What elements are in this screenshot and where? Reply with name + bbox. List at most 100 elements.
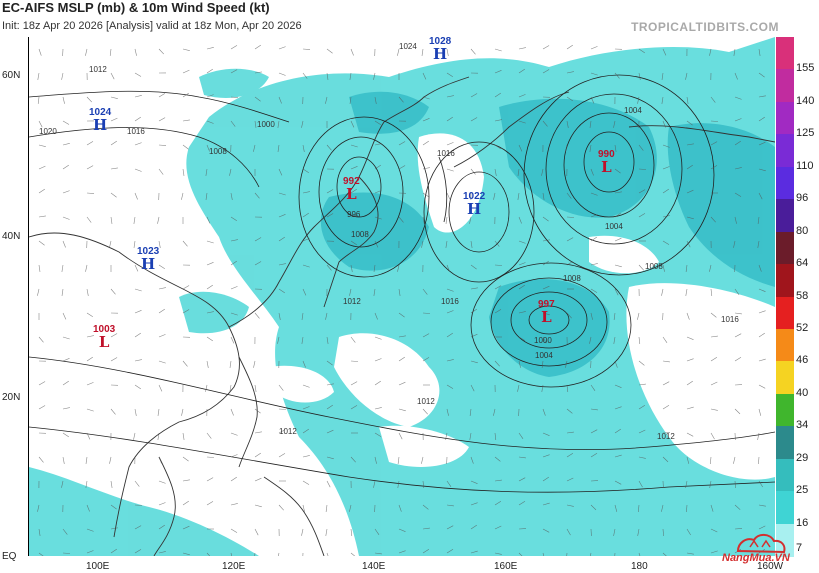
wind-barb [133,216,136,224]
colorbar-segment [776,101,794,135]
wind-barb [109,48,112,56]
wind-barb [734,140,741,146]
wind-barb [254,71,262,74]
wind-barb [158,384,163,392]
wind-barb [470,456,474,464]
isobar-label: 1012 [417,397,435,406]
wind-barb [374,96,377,104]
wind-barb [182,92,189,98]
wind-barb [278,263,286,266]
wind-barb [494,432,497,441]
wind-barb [86,408,94,412]
wind-barb [494,119,502,122]
wind-barb [638,404,646,410]
wind-barb [182,48,190,51]
wind-barb [230,503,238,506]
wind-barb [710,550,718,554]
wind-barb [326,383,334,386]
wind-barb [685,288,688,296]
wind-barb [446,142,454,146]
wind-barb [86,312,93,318]
wind-barb [614,480,622,485]
wind-barb [62,120,70,125]
wind-barb [566,452,574,458]
wind-barb [230,216,237,222]
wind-barb [325,528,328,536]
isobar-label: 1012 [89,65,107,74]
wind-barb [62,336,70,340]
wind-barb [494,456,501,462]
wind-barb [445,216,448,224]
wind-barb [614,212,621,218]
init-valid-line: Init: 18z Apr 20 2026 [Analysis] valid a… [2,20,302,32]
low-pressure-997: 997 L [538,299,555,326]
wind-barb [614,504,618,512]
wind-barb [566,96,573,102]
wind-barb [206,311,214,314]
wind-barb [38,120,43,128]
lon-label-180: 180 [631,561,648,572]
wind-barb [445,432,448,440]
wind-barb [206,552,211,556]
wind-barb [254,431,262,434]
wind-barb [182,144,189,150]
wind-barb [230,260,237,266]
wind-barb [110,117,118,122]
wind-barb [373,72,376,80]
wind-barb [470,524,477,530]
wind-barb [494,525,502,530]
wind-barb [326,336,329,344]
wind-barb [302,384,310,388]
wind-barb [62,240,66,248]
wind-barb [421,48,424,56]
wind-barb [542,285,550,290]
wind-barb [565,144,568,152]
wind-barb [518,47,526,50]
wind-barb [158,334,166,338]
wind-barb [374,216,382,220]
wind-barb [470,240,473,248]
wind-barb [758,456,760,465]
wind-barb [134,359,142,362]
wind-barb [110,408,116,415]
wind-barb [541,384,544,392]
wind-barb [446,310,454,314]
wind-barb [758,525,766,530]
wind-barb [686,312,690,320]
colorbar-label: 58 [796,289,809,302]
wind-barb [734,480,736,489]
wind-barb [110,192,117,198]
wind-barb [758,141,766,146]
wind-barb [37,72,40,80]
wind-barb [302,168,309,174]
low-pressure-992: 992 L [343,176,360,203]
colorbar-label: 140 [796,94,815,107]
wind-barb [350,48,354,56]
wind-barb [733,240,736,248]
wind-barb [229,360,232,368]
wind-barb [38,48,42,56]
wind-barb [398,312,405,318]
wind-barb [158,93,166,98]
wind-barb [182,500,189,506]
wind-barb [254,312,260,319]
wind-barb [638,213,646,218]
isobar-label: 996 [347,210,361,219]
wind-barb [638,72,641,80]
wind-barb [134,48,137,56]
wind-barb [542,216,549,222]
wind-barb [206,94,214,98]
wind-barb [518,240,526,244]
wind-barb [206,336,213,342]
wind-barb [446,525,454,530]
wind-barb [326,72,329,80]
wind-barb [86,528,94,532]
wind-barb [566,552,568,556]
wind-barb [734,528,743,530]
wind-barb [734,216,737,224]
wind-barb [517,168,520,176]
wind-barb [85,48,88,56]
wind-barb [325,312,328,320]
colorbar-segment [776,328,794,362]
wind-barb [638,383,646,386]
